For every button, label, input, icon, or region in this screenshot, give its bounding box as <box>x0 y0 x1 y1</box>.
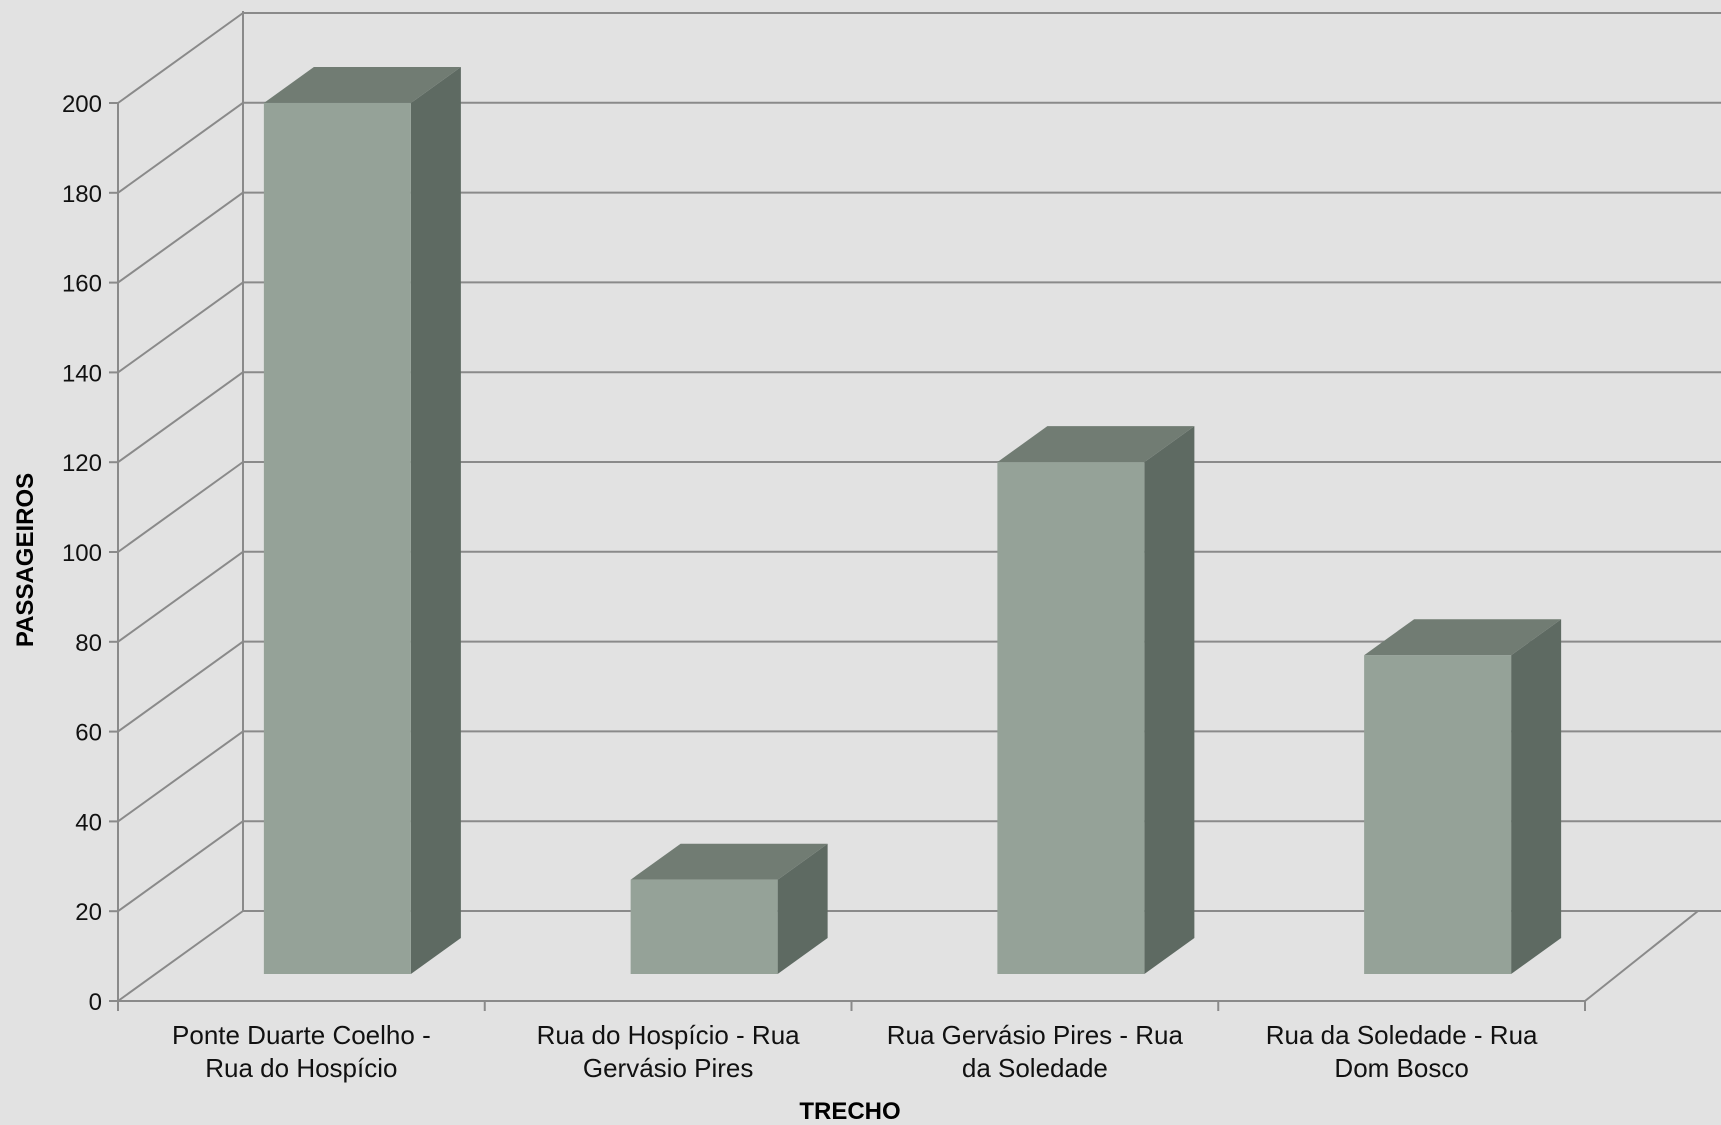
y-axis-title: PASSAGEIROS <box>12 473 39 647</box>
gridline-side-200 <box>117 12 244 104</box>
gridline-side-160 <box>117 191 244 284</box>
bar-top-0 <box>263 66 461 103</box>
x-tick-label-line: Rua do Hospício - Rua <box>537 1020 801 1050</box>
x-tick-label-line: Rua do Hospício <box>205 1053 397 1083</box>
x-axis-title: TRECHO <box>799 1098 900 1125</box>
floor-right-edge <box>1584 910 1699 1002</box>
bar-front-1 <box>630 879 778 974</box>
bar-3 <box>1364 619 1562 974</box>
bar-top-3 <box>1364 619 1562 656</box>
gridline-side-100 <box>117 461 244 553</box>
y-tick-label-20: 20 <box>75 899 102 926</box>
bar-side-2 <box>1144 426 1195 974</box>
x-axis <box>117 910 1699 1011</box>
x-tick-label-2: Rua Gervásio Pires - Rua da Soledade <box>887 1020 1184 1083</box>
bar-2 <box>997 426 1195 974</box>
y-tick-label-140: 140 <box>62 360 102 387</box>
bar-0 <box>263 66 461 974</box>
gridline-side-40 <box>117 730 244 823</box>
y-tick-label-180: 180 <box>62 181 102 208</box>
bar-front-3 <box>1364 655 1512 974</box>
x-tick-label-0: Ponte Duarte Coelho -Rua do Hospício <box>172 1020 431 1083</box>
y-axis: 0 20 40 60 80 100 120 140 160 180 200 <box>62 91 118 1016</box>
y-tick-label-40: 40 <box>75 809 102 836</box>
bar-side-3 <box>1511 619 1562 974</box>
category-labels: Ponte Duarte Coelho -Rua do HospícioRua … <box>172 1020 1538 1083</box>
x-tick-label-line: Rua da Soledade - Rua <box>1266 1020 1538 1050</box>
bars <box>263 66 1562 974</box>
gridline-side-20 <box>117 820 244 913</box>
bar-top-1 <box>630 843 828 880</box>
bar-front-2 <box>997 462 1145 974</box>
y-tick-label-100: 100 <box>62 540 102 567</box>
gridline-side-0 <box>117 910 244 1002</box>
gridline-side-120 <box>117 371 244 464</box>
bar-side-1 <box>777 843 828 974</box>
y-tick-label-60: 60 <box>75 720 102 747</box>
gridline-side-60 <box>117 640 244 733</box>
bar-side-0 <box>410 66 461 974</box>
x-tick-label-line: Rua Gervásio Pires - Rua <box>887 1020 1184 1050</box>
y-tick-label-200: 200 <box>62 91 102 118</box>
bar-front-0 <box>263 102 411 974</box>
x-tick-label-line: Ponte Duarte Coelho - <box>172 1020 431 1050</box>
x-tick-label-line: Dom Bosco <box>1334 1053 1468 1083</box>
y-tick-label-80: 80 <box>75 630 102 657</box>
gridlines <box>117 12 1721 1002</box>
bar-top-2 <box>997 426 1195 463</box>
y-tick-label-0: 0 <box>89 989 102 1016</box>
gridline-side-80 <box>117 550 244 643</box>
gridline-side-180 <box>117 101 244 194</box>
gridline-side-140 <box>117 281 244 374</box>
x-tick-label-3: Rua da Soledade - Rua Dom Bosco <box>1266 1020 1538 1083</box>
y-tick-label-160: 160 <box>62 271 102 298</box>
y-tick-label-120: 120 <box>62 450 102 477</box>
x-tick-label-1: Rua do Hospício - Rua Gervásio Pires <box>537 1020 801 1083</box>
x-tick-label-line: da Soledade <box>962 1053 1108 1083</box>
x-tick-label-line: Gervásio Pires <box>583 1053 754 1083</box>
bar-1 <box>630 843 828 974</box>
